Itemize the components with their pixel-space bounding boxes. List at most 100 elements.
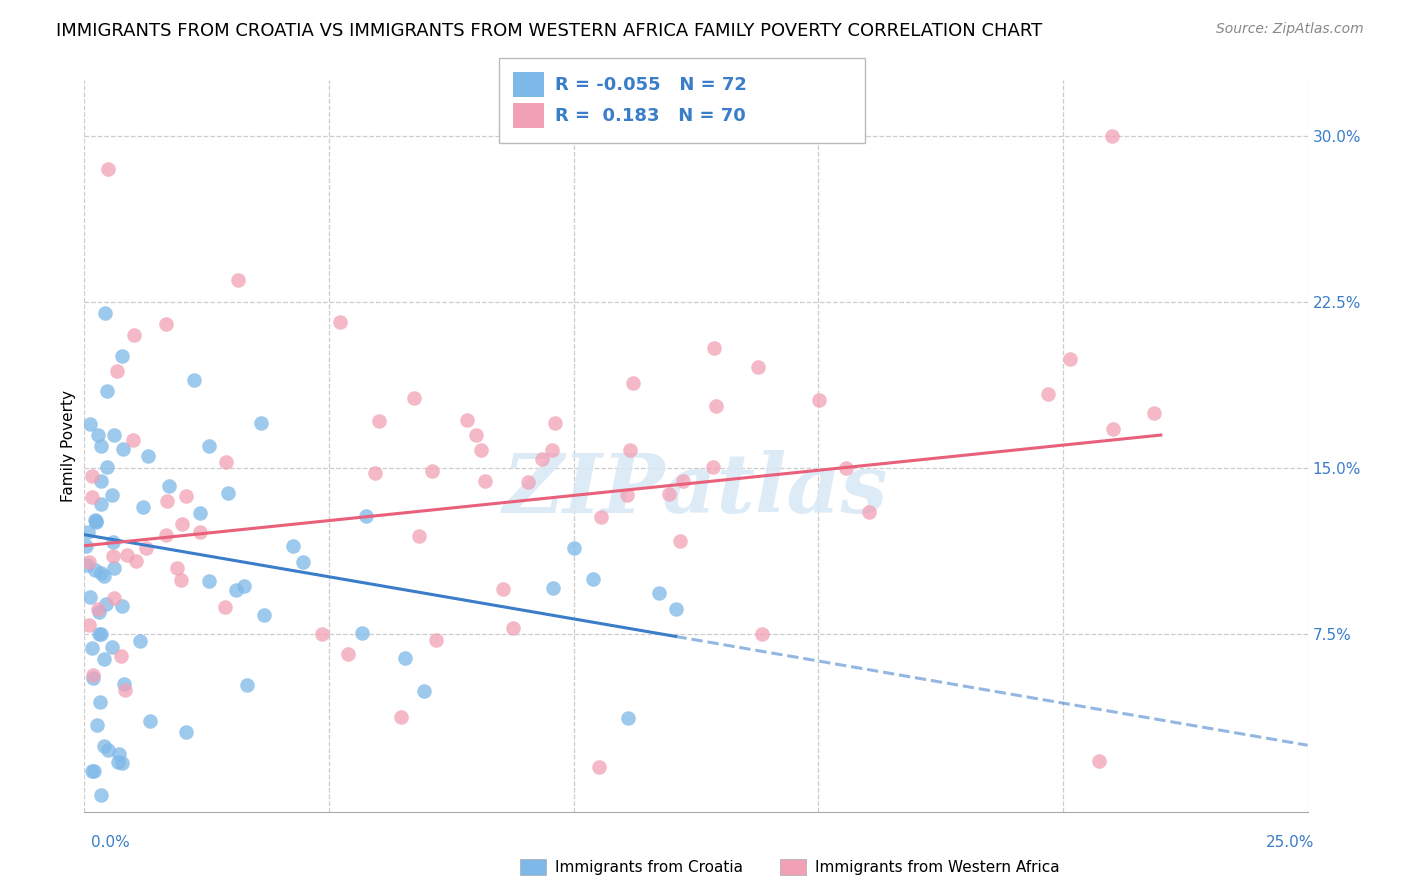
Point	[582, 572, 605, 586]
Point	[465, 428, 488, 442]
Point	[292, 555, 315, 569]
Point	[252, 607, 274, 622]
Text: 25.0%: 25.0%	[1267, 836, 1315, 850]
Text: Immigrants from Croatia: Immigrants from Croatia	[555, 860, 744, 874]
Point	[82, 672, 104, 686]
Point	[111, 599, 134, 614]
Point	[125, 554, 148, 568]
Point	[474, 474, 496, 488]
Point	[174, 725, 197, 739]
Point	[136, 449, 159, 463]
Point	[75, 539, 97, 553]
Point	[111, 442, 134, 457]
Point	[456, 413, 478, 427]
Point	[541, 443, 564, 458]
Point	[172, 517, 194, 532]
Text: ZIPatlas: ZIPatlas	[503, 450, 889, 530]
Point	[84, 563, 107, 577]
Point	[101, 488, 124, 502]
Point	[93, 652, 115, 666]
Point	[97, 161, 120, 176]
Point	[188, 525, 211, 540]
Point	[83, 513, 105, 527]
Point	[1036, 386, 1059, 401]
Point	[617, 711, 640, 725]
Point	[96, 384, 118, 399]
Point	[90, 566, 112, 581]
Point	[157, 479, 180, 493]
Point	[110, 649, 132, 664]
Point	[311, 626, 333, 640]
Point	[364, 466, 387, 480]
Point	[225, 583, 247, 598]
Point	[101, 549, 124, 564]
Point	[155, 494, 177, 508]
Point	[1088, 754, 1111, 768]
Point	[90, 626, 112, 640]
Point	[77, 618, 100, 632]
Point	[491, 582, 513, 596]
Point	[139, 714, 162, 729]
Point	[228, 273, 250, 287]
Point	[413, 684, 436, 698]
Text: 0.0%: 0.0%	[91, 836, 131, 850]
Point	[108, 747, 131, 762]
Y-axis label: Family Poverty: Family Poverty	[60, 390, 76, 502]
Point	[155, 317, 177, 331]
Point	[129, 633, 152, 648]
Point	[702, 341, 724, 355]
Point	[350, 626, 373, 640]
Point	[84, 514, 107, 528]
Point	[807, 393, 830, 408]
Point	[858, 505, 880, 519]
Point	[232, 579, 254, 593]
Point	[82, 668, 104, 682]
Point	[619, 443, 641, 458]
Point	[747, 359, 769, 374]
Point	[86, 602, 108, 616]
Point	[420, 464, 443, 478]
Point	[107, 755, 129, 769]
Point	[132, 500, 155, 515]
Point	[77, 525, 100, 540]
Point	[516, 475, 538, 490]
Point	[174, 490, 197, 504]
Point	[97, 743, 120, 757]
Point	[591, 509, 613, 524]
Point	[79, 417, 101, 432]
Point	[337, 647, 360, 661]
Point	[502, 621, 524, 635]
Point	[389, 710, 412, 724]
Point	[115, 548, 138, 562]
Point	[90, 497, 112, 511]
Point	[250, 416, 273, 430]
Point	[94, 597, 117, 611]
Point	[664, 602, 686, 616]
Point	[93, 739, 115, 754]
Text: R =  0.183   N = 70: R = 0.183 N = 70	[555, 107, 747, 125]
Point	[86, 718, 108, 732]
Point	[541, 581, 564, 595]
Point	[87, 627, 110, 641]
Point	[170, 573, 193, 587]
Point	[562, 541, 585, 555]
Point	[616, 488, 638, 502]
Point	[394, 650, 416, 665]
Point	[111, 349, 134, 363]
Point	[835, 461, 858, 475]
Point	[1102, 422, 1125, 436]
Point	[704, 399, 727, 413]
Point	[1101, 128, 1123, 143]
Point	[103, 428, 125, 442]
Point	[89, 788, 111, 802]
Point	[198, 574, 221, 588]
Point	[105, 363, 128, 377]
Point	[408, 529, 430, 543]
Point	[214, 455, 236, 469]
Point	[89, 696, 111, 710]
Point	[188, 506, 211, 520]
Point	[101, 534, 124, 549]
Point	[214, 599, 236, 614]
Point	[80, 641, 103, 656]
Text: IMMIGRANTS FROM CROATIA VS IMMIGRANTS FROM WESTERN AFRICA FAMILY POVERTY CORRELA: IMMIGRANTS FROM CROATIA VS IMMIGRANTS FR…	[56, 22, 1042, 40]
